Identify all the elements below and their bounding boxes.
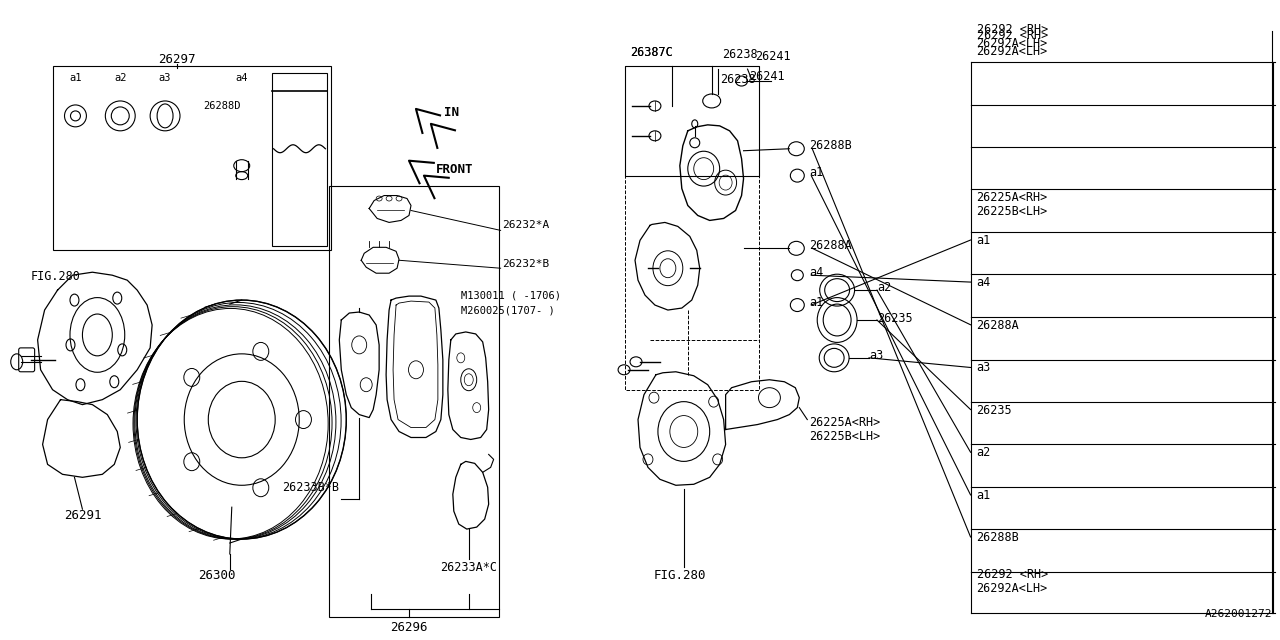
- Text: 26225A<RH>: 26225A<RH>: [809, 415, 881, 429]
- Text: IN: IN: [444, 106, 458, 119]
- Text: 26235: 26235: [877, 312, 913, 324]
- Text: 26288D: 26288D: [204, 101, 241, 111]
- Text: 26225B<LH>: 26225B<LH>: [977, 205, 1048, 218]
- Bar: [625, 66, 759, 390]
- Text: a2: a2: [877, 281, 891, 294]
- Text: 26292A<LH>: 26292A<LH>: [977, 37, 1048, 50]
- Text: 26232*B: 26232*B: [503, 259, 550, 269]
- Text: 26241: 26241: [755, 50, 791, 63]
- Text: a2: a2: [114, 73, 127, 83]
- Text: a1: a1: [809, 166, 823, 179]
- Text: 26235: 26235: [977, 404, 1012, 417]
- Text: 26387C: 26387C: [630, 46, 673, 59]
- Text: M260025(1707- ): M260025(1707- ): [461, 305, 554, 315]
- Text: a3: a3: [869, 349, 883, 362]
- Text: 26288A: 26288A: [977, 319, 1019, 332]
- Text: 26291: 26291: [64, 509, 101, 522]
- Text: a3: a3: [977, 362, 991, 374]
- Text: a1: a1: [69, 73, 82, 83]
- Text: a3: a3: [159, 73, 172, 83]
- Text: a4: a4: [236, 73, 248, 83]
- Text: 26225A<RH>: 26225A<RH>: [977, 191, 1048, 204]
- Text: 26288B: 26288B: [809, 140, 852, 152]
- Text: 26238: 26238: [719, 73, 755, 86]
- Text: A262001272: A262001272: [1204, 609, 1272, 619]
- Bar: [329, 186, 499, 617]
- Text: a1: a1: [977, 489, 991, 502]
- Text: FIG.280: FIG.280: [31, 270, 81, 284]
- Text: 26300: 26300: [198, 569, 236, 582]
- Text: a1: a1: [809, 296, 823, 308]
- Text: 26292A<LH>: 26292A<LH>: [977, 582, 1048, 595]
- Text: 26292 <RH>: 26292 <RH>: [977, 23, 1048, 36]
- Text: 26296: 26296: [390, 621, 428, 634]
- Text: a1: a1: [977, 234, 991, 247]
- Text: 26288B: 26288B: [977, 531, 1019, 544]
- Text: 26232*A: 26232*A: [503, 220, 550, 230]
- Text: 26233A*C: 26233A*C: [440, 561, 497, 574]
- Text: 26292 <RH>: 26292 <RH>: [977, 29, 1048, 42]
- Text: 26292 <RH>: 26292 <RH>: [977, 568, 1048, 580]
- Text: 26238: 26238: [722, 48, 758, 61]
- Text: a4: a4: [977, 276, 991, 289]
- Bar: [271, 73, 328, 246]
- Text: 26225B<LH>: 26225B<LH>: [809, 429, 881, 442]
- Text: FIG.280: FIG.280: [654, 569, 707, 582]
- Text: 26241: 26241: [750, 70, 785, 83]
- Bar: [52, 66, 332, 250]
- Text: 26297: 26297: [159, 53, 196, 66]
- Text: 26288A: 26288A: [809, 239, 852, 252]
- Text: a4: a4: [809, 266, 823, 278]
- Text: 26233B*B: 26233B*B: [283, 481, 339, 494]
- Bar: [625, 66, 759, 175]
- Text: a2: a2: [977, 446, 991, 460]
- Text: 26387C: 26387C: [630, 46, 673, 59]
- Text: FRONT: FRONT: [436, 163, 474, 176]
- Text: 26292A<LH>: 26292A<LH>: [977, 45, 1048, 58]
- Text: M130011 ( -1706): M130011 ( -1706): [461, 290, 561, 300]
